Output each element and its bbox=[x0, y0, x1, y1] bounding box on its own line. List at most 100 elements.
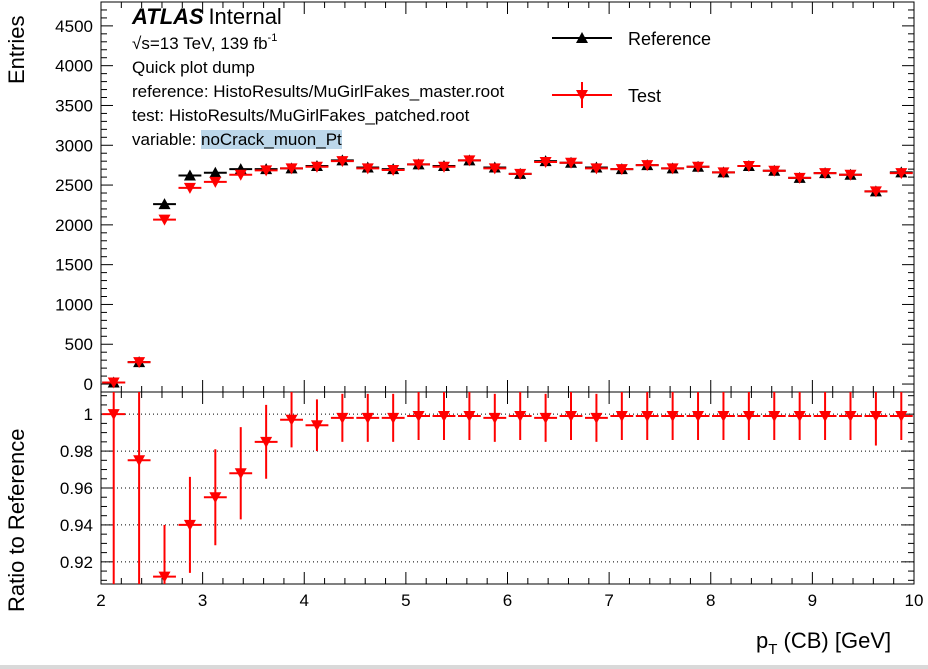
ratio-point bbox=[107, 409, 120, 421]
x-tick-label: 6 bbox=[503, 591, 512, 610]
test-point bbox=[793, 172, 806, 184]
test-point bbox=[717, 167, 730, 179]
test-point bbox=[209, 176, 222, 188]
test-point bbox=[514, 168, 527, 180]
energy-sup: -1 bbox=[267, 32, 278, 44]
top-y-tick-label: 0 bbox=[84, 375, 93, 394]
ratio-point bbox=[565, 411, 578, 422]
atlas-word: ATLAS bbox=[132, 4, 204, 29]
top-y-tick-label: 2000 bbox=[55, 216, 93, 235]
test-point bbox=[539, 156, 552, 168]
test-point bbox=[565, 157, 578, 169]
test-point bbox=[488, 163, 501, 175]
test-point bbox=[310, 161, 323, 173]
x-tick-label: 5 bbox=[401, 591, 410, 610]
ratio-point bbox=[463, 411, 476, 422]
x-axis-label-rest: (CB) [GeV] bbox=[777, 628, 892, 653]
ratio-point bbox=[819, 411, 832, 422]
ratio-point bbox=[437, 411, 450, 422]
test-point bbox=[692, 161, 705, 173]
test-point bbox=[615, 164, 628, 176]
test-point bbox=[819, 168, 832, 180]
x-tick-label: 3 bbox=[198, 591, 207, 610]
bottom-y-tick-label: 1 bbox=[84, 405, 93, 424]
x-tick-label: 4 bbox=[300, 591, 309, 610]
ratio-point bbox=[234, 468, 247, 480]
test-point bbox=[107, 377, 120, 389]
x-tick-label: 9 bbox=[808, 591, 817, 610]
bottom-y-tick-label: 0.94 bbox=[60, 516, 93, 535]
ratio-point bbox=[412, 411, 425, 422]
bottom-panel-frame bbox=[100, 391, 915, 585]
top-y-tick-label: 4000 bbox=[55, 57, 93, 76]
x-tick-label: 10 bbox=[905, 591, 924, 610]
variable-prefix: variable: bbox=[132, 130, 201, 149]
top-y-tick-label: 500 bbox=[65, 335, 93, 354]
ratio-point bbox=[387, 412, 400, 424]
ratio-point bbox=[615, 411, 628, 422]
ratio-point bbox=[488, 412, 501, 424]
ratio-point bbox=[844, 411, 857, 422]
window-bottom-border bbox=[0, 665, 928, 669]
x-tick-label: 8 bbox=[706, 591, 715, 610]
top-y-tick-label: 1000 bbox=[55, 295, 93, 314]
test-point bbox=[285, 163, 298, 175]
legend-test-marker bbox=[576, 90, 588, 101]
internal-word: Internal bbox=[208, 4, 282, 29]
test-point bbox=[844, 169, 857, 181]
reference-point bbox=[183, 169, 196, 181]
ratio-point bbox=[285, 414, 298, 426]
ratio-point bbox=[768, 411, 781, 422]
ratio-point bbox=[641, 411, 654, 422]
top-y-tick-label: 1500 bbox=[55, 256, 93, 275]
ratio-point bbox=[666, 411, 679, 422]
top-y-axis-label: Entries bbox=[4, 15, 29, 84]
bottom-y-tick-label: 0.92 bbox=[60, 553, 93, 572]
ratio-point bbox=[793, 411, 806, 422]
test-point bbox=[133, 357, 146, 369]
atlas-label: ATLAS Internal bbox=[132, 6, 282, 28]
ratio-point bbox=[209, 492, 222, 504]
test-point bbox=[183, 182, 196, 194]
x-axis-label: pT (CB) [GeV] bbox=[756, 628, 892, 658]
bottom-y-tick-label: 0.98 bbox=[60, 442, 93, 461]
top-y-tick-label: 2500 bbox=[55, 176, 93, 195]
ratio-point bbox=[310, 420, 323, 432]
legend-reference-marker bbox=[576, 32, 588, 43]
test-point bbox=[412, 159, 425, 171]
quick-plot-label: Quick plot dump bbox=[132, 58, 255, 77]
bottom-y-tick-label: 0.96 bbox=[60, 479, 93, 498]
energy-text: √s=13 TeV, 139 fb bbox=[132, 34, 268, 53]
reference-file-label: reference: HistoResults/MuGirlFakes_mast… bbox=[132, 82, 505, 101]
legend-reference-label: Reference bbox=[628, 29, 712, 49]
test-point bbox=[234, 169, 247, 181]
top-y-tick-label: 3000 bbox=[55, 136, 93, 155]
test-point bbox=[361, 163, 374, 175]
x-axis-label-sub: T bbox=[768, 641, 778, 658]
reference-point bbox=[209, 166, 222, 178]
test-point bbox=[260, 165, 273, 177]
ratio-point bbox=[158, 571, 171, 583]
legend-test-label: Test bbox=[628, 86, 662, 106]
x-tick-label: 7 bbox=[604, 591, 613, 610]
ratio-point bbox=[133, 455, 146, 467]
ratio-point bbox=[692, 411, 705, 422]
test-point bbox=[336, 156, 349, 168]
ratio-point bbox=[514, 411, 527, 422]
test-point bbox=[768, 165, 781, 177]
test-point bbox=[869, 186, 882, 198]
test-point bbox=[463, 155, 476, 167]
top-y-tick-label: 4500 bbox=[55, 17, 93, 36]
variable-label: variable: noCrack_muon_Pt bbox=[132, 130, 342, 149]
test-point bbox=[742, 160, 755, 172]
test-point bbox=[666, 163, 679, 175]
ratio-point bbox=[260, 436, 273, 448]
x-tick-label: 2 bbox=[96, 591, 105, 610]
x-axis-label-main: p bbox=[756, 628, 769, 653]
ratio-point bbox=[336, 412, 349, 424]
energy-label: √s=13 TeV, 139 fb-1 bbox=[132, 32, 278, 53]
ratio-point bbox=[717, 411, 730, 422]
variable-value: noCrack_muon_Pt bbox=[200, 130, 342, 149]
ratio-point bbox=[590, 412, 603, 424]
